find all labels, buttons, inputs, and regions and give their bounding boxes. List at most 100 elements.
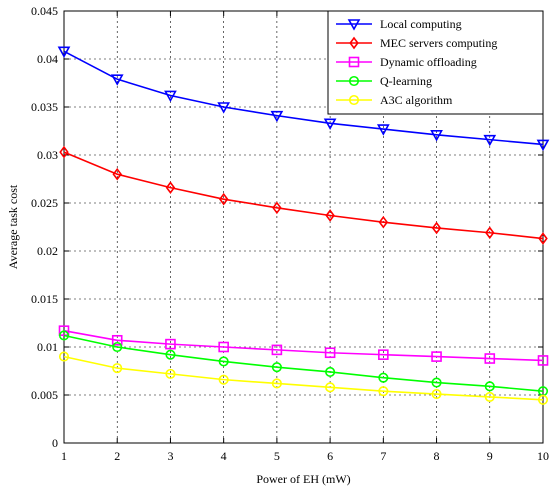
data-point xyxy=(378,372,389,383)
data-point xyxy=(431,351,442,362)
legend-entry: Local computing xyxy=(336,17,462,31)
data-point xyxy=(484,353,496,364)
legend-entry: Dynamic offloading xyxy=(336,55,477,69)
data-point xyxy=(378,386,389,397)
data-point xyxy=(376,124,390,136)
data-point xyxy=(271,362,282,373)
y-tick-label: 0.045 xyxy=(31,4,58,18)
y-tick-labels: 0 0.005 0.01 0.015 0.02 0.025 0.03 0.035 0.04 0.0… xyxy=(31,4,58,450)
y-tick-label: 0.04 xyxy=(37,52,58,66)
x-tick-label: 2 xyxy=(114,449,120,463)
data-point xyxy=(112,167,122,181)
y-tick-label: 0 xyxy=(52,436,58,450)
data-point xyxy=(272,201,282,215)
data-point xyxy=(431,221,442,235)
data-point xyxy=(112,341,123,353)
data-point xyxy=(325,382,336,393)
legend-label: Local computing xyxy=(380,17,462,31)
data-point xyxy=(378,349,389,360)
data-point xyxy=(217,102,231,114)
data-point xyxy=(58,325,70,336)
data-point xyxy=(324,347,336,359)
legend-entry: Q-learning xyxy=(336,74,432,88)
x-tick-label: 10 xyxy=(537,449,549,463)
series-layer xyxy=(57,46,550,405)
x-tick-labels: 1 2 3 4 5 6 7 8 9 10 xyxy=(61,449,549,463)
x-tick-label: 1 xyxy=(61,449,67,463)
data-point xyxy=(484,391,495,402)
data-point xyxy=(378,215,389,229)
series-line xyxy=(63,151,544,240)
data-point xyxy=(58,330,70,341)
data-point xyxy=(165,368,176,379)
data-point xyxy=(218,192,229,206)
x-axis-label: Power of EH (mW) xyxy=(256,472,350,486)
x-tick-label: 4 xyxy=(221,449,227,463)
data-point xyxy=(431,377,442,388)
y-tick-label: 0.035 xyxy=(31,100,58,114)
data-point xyxy=(323,118,337,130)
data-point xyxy=(164,90,177,103)
series-line xyxy=(63,334,544,392)
data-point xyxy=(485,226,495,240)
data-point xyxy=(484,381,495,392)
data-point xyxy=(325,209,335,222)
legend-swatch-marker xyxy=(348,94,360,106)
data-point xyxy=(57,46,71,58)
series-line xyxy=(63,329,544,362)
y-tick-label: 0.025 xyxy=(31,196,58,210)
data-point xyxy=(218,341,229,353)
series-mec-servers-computing xyxy=(59,145,548,245)
y-tick-label: 0.015 xyxy=(31,292,58,306)
plot-frame xyxy=(63,10,544,444)
series-local-computing xyxy=(57,46,550,152)
legend-swatch-marker xyxy=(349,36,359,50)
data-point xyxy=(270,110,284,123)
data-point xyxy=(536,139,550,152)
data-point xyxy=(165,338,176,350)
legend-swatch-marker xyxy=(348,75,360,87)
x-tick-label: 5 xyxy=(274,449,280,463)
x-tick-label: 6 xyxy=(327,449,333,463)
data-point xyxy=(111,334,123,346)
data-point xyxy=(112,363,123,374)
x-tick-label: 8 xyxy=(434,449,440,463)
legend-entry: A3C algorithm xyxy=(336,93,453,107)
x-tick-label: 3 xyxy=(167,449,173,463)
data-point xyxy=(538,232,548,245)
series-line xyxy=(63,355,544,401)
data-point xyxy=(271,344,283,356)
legend-label: Q-learning xyxy=(380,74,432,88)
data-point xyxy=(537,394,549,405)
legend: Local computing MEC servers computing Dyna… xyxy=(327,10,544,115)
data-point xyxy=(430,130,443,142)
data-point xyxy=(58,351,70,362)
y-tick-label: 0.01 xyxy=(37,340,58,354)
legend-entry: MEC servers computing xyxy=(336,36,497,50)
data-point xyxy=(483,134,497,147)
data-point xyxy=(537,355,549,366)
legend-label: A3C algorithm xyxy=(380,93,453,107)
data-point xyxy=(165,181,176,194)
data-point xyxy=(271,378,282,389)
data-point xyxy=(59,145,69,159)
data-point xyxy=(431,388,442,400)
series-q-learning xyxy=(58,330,549,397)
data-point xyxy=(218,356,229,367)
data-point xyxy=(110,74,124,86)
legend-swatch-marker xyxy=(348,56,360,68)
y-tick-label: 0.03 xyxy=(37,148,58,162)
series-a3c-algorithm xyxy=(58,351,549,405)
legend-label: MEC servers computing xyxy=(380,36,497,50)
legend-swatch-marker xyxy=(347,19,361,31)
x-tick-label: 7 xyxy=(380,449,386,463)
series-dynamic-offloading xyxy=(58,325,549,366)
y-axis-label: Average task cost xyxy=(6,184,20,269)
data-point xyxy=(325,366,336,378)
y-tick-label: 0.02 xyxy=(37,244,58,258)
axis-ticks xyxy=(63,10,544,444)
data-point xyxy=(218,374,229,385)
x-tick-label: 9 xyxy=(487,449,493,463)
data-point xyxy=(165,349,176,360)
